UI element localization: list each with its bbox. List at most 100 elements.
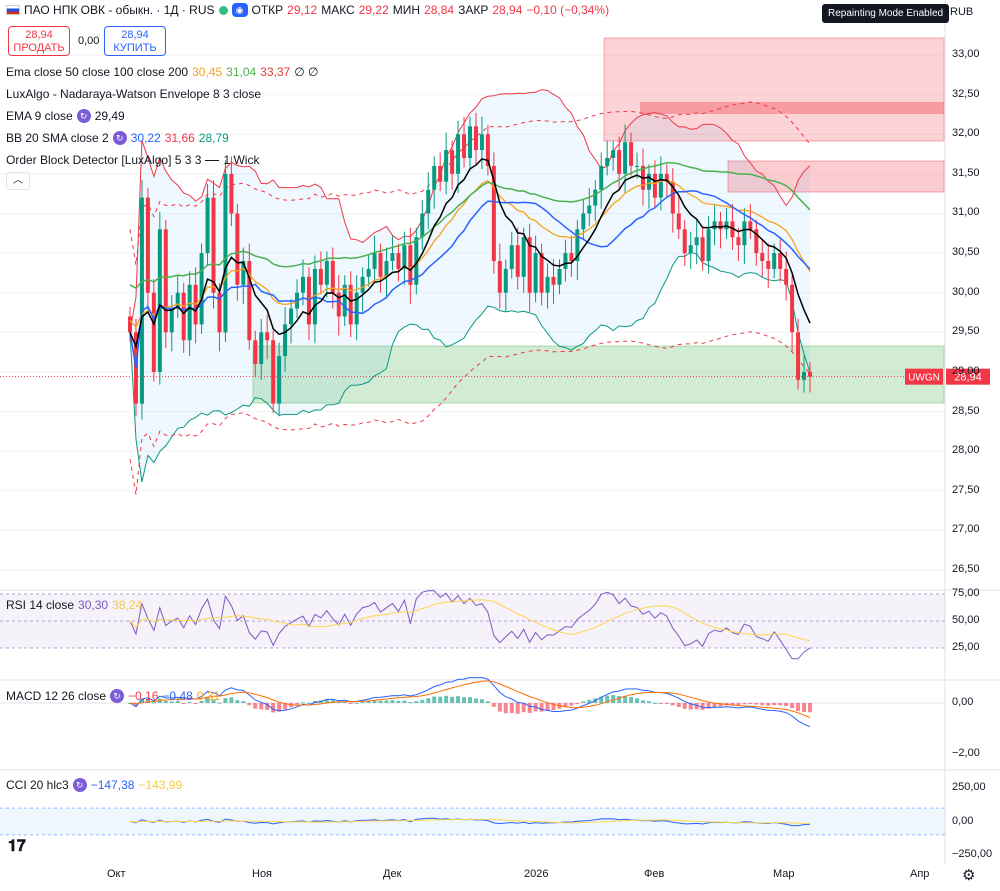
candle-body: [151, 292, 156, 372]
refresh-icon[interactable]: ↻: [112, 131, 127, 145]
eye-icon[interactable]: ◉: [231, 3, 248, 17]
candle-body: [623, 142, 628, 174]
ema50-value: 30,45: [192, 65, 223, 79]
open-label: ОТКР: [251, 3, 284, 17]
market-status-icon: [218, 5, 228, 15]
indicator-bb[interactable]: BB 20 SMA close 2 ↻ 30,22 31,66 28,79: [6, 131, 229, 145]
macd-histogram-bar: [295, 703, 300, 705]
price-tag-value: [946, 368, 990, 385]
tradingview-logo[interactable]: 𝟏𝟕: [8, 838, 26, 855]
price-tick-label: 32,00: [952, 127, 980, 140]
price-tag-name: [905, 368, 943, 385]
macd-histogram-bar: [468, 697, 472, 703]
candle-body: [736, 237, 741, 246]
candle-body: [366, 268, 371, 277]
ema-multi-label: Ema close 50 close 100 close 200: [6, 65, 189, 79]
indicator-ema9[interactable]: EMA 9 close ↻ 29,49: [6, 109, 125, 123]
sell-button[interactable]: 28,94 ПРОДАТЬ: [8, 26, 70, 56]
macd-histogram-bar: [199, 700, 204, 703]
candle-body: [229, 173, 234, 214]
currency-label[interactable]: RUB: [950, 6, 974, 18]
macd-histogram-bar: [354, 702, 359, 704]
close-label: ЗАКР: [458, 3, 489, 17]
candle-body: [658, 173, 663, 198]
price-tick-label: 30,00: [952, 285, 980, 298]
indicator-ema-multi[interactable]: Ema close 50 close 100 close 200 30,45 3…: [6, 65, 318, 79]
candle-body: [348, 284, 353, 325]
candle-body: [444, 150, 449, 182]
macd-histogram-bar: [235, 700, 240, 703]
candle-body: [521, 237, 526, 277]
candle-body: [545, 276, 550, 293]
macd-histogram-bar: [748, 703, 753, 704]
candle-body: [509, 245, 514, 269]
candle-body: [324, 261, 329, 285]
sub-panes: [0, 590, 945, 836]
candle-body: [318, 268, 323, 285]
collapse-legend-button[interactable]: ︿: [6, 172, 30, 190]
candle-body: [617, 150, 622, 174]
candle-body: [384, 261, 389, 277]
candle-body: [408, 245, 413, 285]
bollinger-upper: [129, 89, 811, 333]
macd-histogram-bar: [521, 703, 526, 713]
candle-body: [497, 261, 502, 293]
candle-body: [611, 150, 616, 158]
candle-body: [402, 245, 407, 269]
bearish-order-block: [640, 102, 944, 114]
candle-body: [175, 292, 180, 309]
refresh-icon[interactable]: ↻: [110, 689, 125, 703]
ema100-line: [129, 161, 811, 290]
macd-histogram-bar: [187, 702, 192, 704]
refresh-icon[interactable]: ↻: [76, 109, 91, 123]
candle-body: [372, 253, 377, 269]
macd-histogram-bar: [432, 696, 437, 703]
macd-histogram-bar: [217, 702, 222, 704]
candle-body: [277, 356, 282, 404]
macd-histogram-bar: [444, 695, 449, 703]
gear-icon[interactable]: ⚙: [962, 867, 976, 884]
rsi-label: RSI 14 close: [6, 598, 75, 612]
buy-button[interactable]: 28,94 КУПИТЬ: [104, 26, 166, 56]
indicator-order-block[interactable]: Order Block Detector [LuxAlgo] 5 3 3 1 W…: [6, 153, 259, 167]
time-tick-label: Апр: [910, 868, 930, 880]
price-tick-label: 31,00: [952, 206, 980, 219]
macd-histogram-bar: [378, 700, 383, 703]
candle-body: [426, 189, 431, 214]
chevron-up-icon: ︿: [13, 175, 23, 186]
macd-histogram-bar: [700, 703, 705, 710]
candle-body: [784, 268, 789, 285]
candle-body: [593, 189, 598, 206]
candle-body: [205, 197, 210, 254]
indicator-nw-envelope[interactable]: LuxAlgo - Nadaraya-Watson Envelope 8 3 c…: [6, 87, 261, 101]
indicator-cci[interactable]: CCI 20 hlc3 ↻ −147,38 −143,99: [6, 778, 182, 792]
rsi-tick-label: 50,00: [952, 614, 980, 626]
buy-label: КУПИТЬ: [113, 42, 157, 54]
change-value: −0,10 (−0,34%): [526, 3, 610, 17]
price-tag-name-text: UWGN: [908, 373, 940, 384]
rsi-line: [129, 590, 811, 660]
macd-histogram-bar: [712, 703, 717, 708]
candle-body: [253, 340, 258, 364]
rsi-tick-label: 25,00: [952, 641, 980, 653]
macd-histogram-bar: [169, 701, 174, 703]
time-tick-label: Дек: [383, 868, 402, 880]
candle-body: [187, 284, 192, 341]
candle-body: [802, 371, 807, 380]
symbol-title[interactable]: ПАО НПК ОВК - обыкн. · 1Д · RUS: [24, 3, 215, 17]
macd-histogram-bar: [718, 703, 723, 707]
indicator-macd[interactable]: MACD 12 26 close ↻ −0,16 −0,48 0,31: [6, 689, 220, 703]
candle-body: [718, 221, 723, 230]
ema-multi-tail: ∅ ∅: [294, 65, 319, 79]
ema9-value: 29,49: [94, 109, 125, 123]
macd-tick-label: −2,00: [952, 747, 980, 759]
macd-histogram-bar: [539, 703, 544, 712]
bearish-order-block: [603, 37, 945, 142]
bb-upper-value: 31,66: [164, 131, 195, 145]
candle-body: [336, 292, 341, 317]
refresh-icon[interactable]: ↻: [72, 778, 87, 792]
indicator-rsi[interactable]: RSI 14 close 30,30 38,24: [6, 598, 142, 612]
candle-body: [700, 237, 705, 261]
bands-layer: [129, 89, 811, 495]
